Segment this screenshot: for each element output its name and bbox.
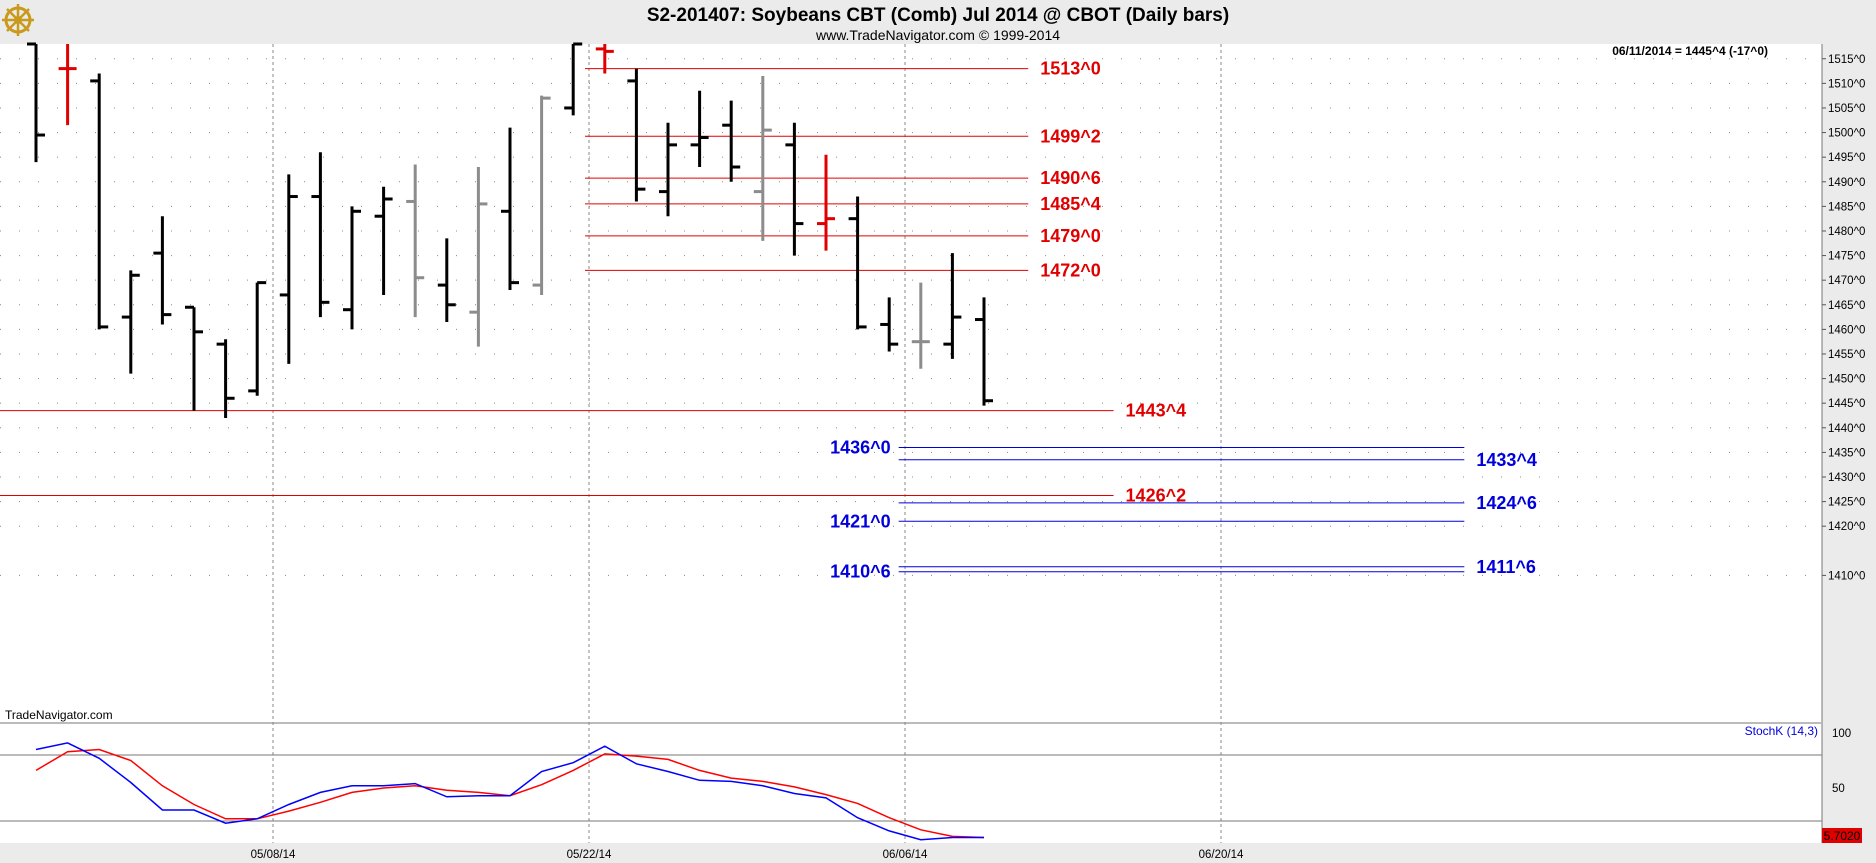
y-tick-label: 1435^0 bbox=[1828, 447, 1865, 459]
x-tick-label: 05/08/14 bbox=[251, 849, 296, 861]
ohlc-bar bbox=[185, 305, 203, 411]
y-tick-label: 1440^0 bbox=[1828, 423, 1865, 435]
projection-label: 1410^6 bbox=[830, 562, 891, 582]
y-tick-label: 1430^0 bbox=[1828, 472, 1865, 484]
y-tick-label: 1450^0 bbox=[1828, 374, 1865, 386]
projection-label: 1424^6 bbox=[1476, 493, 1537, 513]
ohlc-bar bbox=[90, 73, 109, 330]
stoch-d-line bbox=[35, 748, 985, 839]
ohlc-bars bbox=[27, 42, 993, 418]
y-tick-label: 1480^0 bbox=[1828, 226, 1865, 238]
support-label: 1443^4 bbox=[1126, 401, 1187, 421]
y-tick-label: 1500^0 bbox=[1828, 128, 1865, 140]
resistance-label: 1513^0 bbox=[1040, 59, 1101, 79]
ohlc-bar bbox=[627, 68, 646, 202]
ohlc-bar bbox=[27, 42, 45, 163]
y-tick-label: 1460^0 bbox=[1828, 324, 1865, 336]
ohlc-bar bbox=[343, 206, 361, 330]
resistance-label: 1490^6 bbox=[1040, 168, 1101, 188]
ohlc-bar bbox=[58, 44, 77, 126]
ohlc-bar bbox=[975, 297, 993, 406]
stoch-value-box bbox=[1822, 828, 1862, 843]
price-readout: 06/11/2014 = 1445^4 (-17^0) bbox=[1612, 44, 1768, 58]
x-tick-label: 05/22/14 bbox=[567, 849, 612, 861]
y-tick-label: 1410^0 bbox=[1828, 570, 1865, 582]
resistance-label: 1499^2 bbox=[1040, 126, 1101, 146]
y-tick-label: 1465^0 bbox=[1828, 300, 1865, 312]
ohlc-bar bbox=[722, 100, 741, 182]
y-tick-label: 1495^0 bbox=[1828, 152, 1865, 164]
ohlc-bar bbox=[785, 122, 804, 256]
stoch-value: 5.7020 bbox=[1824, 829, 1861, 843]
ohlc-bar bbox=[911, 282, 930, 369]
y-tick-label: 1515^0 bbox=[1828, 54, 1865, 66]
stochastic-panel bbox=[0, 742, 1822, 841]
ohlc-bar bbox=[501, 127, 519, 291]
stoch-tick-label: 100 bbox=[1832, 728, 1851, 740]
y-tick-label: 1445^0 bbox=[1828, 398, 1865, 410]
axis-ticks: 1515^0 1510^0 1505^0 1500^0 1495^0 1490^0 1485… bbox=[251, 54, 1866, 861]
support-label: 1426^2 bbox=[1126, 485, 1187, 505]
y-tick-label: 1420^0 bbox=[1828, 521, 1865, 533]
ohlc-bar bbox=[880, 297, 899, 352]
ohlc-bar bbox=[248, 281, 267, 396]
ohlc-bar bbox=[595, 44, 614, 74]
chart-title: S2-201407: Soybeans CBT (Comb) Jul 2014 … bbox=[647, 5, 1229, 26]
ohlc-bar bbox=[659, 122, 677, 217]
ohlc-bar bbox=[311, 152, 330, 318]
ohlc-bar bbox=[564, 42, 583, 116]
ohlc-bar bbox=[374, 186, 393, 295]
price-axis bbox=[1822, 44, 1876, 863]
ohlc-bar bbox=[216, 339, 235, 418]
projection-label: 1411^6 bbox=[1476, 557, 1536, 577]
stoch-k-line bbox=[35, 742, 984, 841]
y-tick-label: 1475^0 bbox=[1828, 251, 1865, 263]
ohlc-bar bbox=[817, 154, 835, 251]
stoch-label: StochK (14,3) bbox=[1745, 724, 1818, 738]
header-bar bbox=[0, 0, 1876, 44]
chart-subtitle: www.TradeNavigator.com © 1999-2014 bbox=[815, 27, 1060, 43]
y-tick-label: 1470^0 bbox=[1828, 275, 1865, 287]
y-tick-label: 1510^0 bbox=[1828, 78, 1865, 90]
y-tick-label: 1455^0 bbox=[1828, 349, 1865, 361]
ohlc-bar bbox=[532, 95, 551, 295]
x-tick-label: 06/06/14 bbox=[883, 849, 928, 861]
ohlc-bar bbox=[121, 270, 140, 374]
ohlc-bar bbox=[848, 196, 867, 330]
resistance-label: 1479^0 bbox=[1040, 226, 1101, 246]
date-axis bbox=[0, 843, 1876, 863]
ohlc-bar bbox=[279, 174, 298, 364]
projection-label: 1433^4 bbox=[1476, 450, 1537, 470]
y-tick-label: 1425^0 bbox=[1828, 497, 1865, 509]
ohlc-bar bbox=[943, 253, 962, 359]
ship-wheel-logo-icon bbox=[2, 4, 34, 36]
support-resistance-levels: 1513^0 1499^2 1490^6 1485^4 1479^0 1472^0 1443… bbox=[0, 59, 1537, 582]
projection-label: 1436^0 bbox=[830, 437, 891, 457]
ohlc-bar bbox=[406, 164, 425, 318]
x-tick-label: 06/20/14 bbox=[1199, 849, 1244, 861]
ohlc-bar bbox=[690, 90, 709, 168]
y-tick-label: 1505^0 bbox=[1828, 103, 1865, 115]
ohlc-bar bbox=[437, 238, 456, 322]
resistance-label: 1472^0 bbox=[1040, 260, 1101, 280]
y-tick-label: 1485^0 bbox=[1828, 201, 1865, 213]
y-tick-label: 1490^0 bbox=[1828, 177, 1865, 189]
ohlc-bar bbox=[469, 167, 488, 347]
projection-label: 1421^0 bbox=[830, 511, 891, 531]
stoch-tick-label: 50 bbox=[1832, 783, 1845, 795]
ohlc-bar bbox=[753, 75, 772, 241]
resistance-label: 1485^4 bbox=[1040, 194, 1101, 214]
grid bbox=[0, 44, 1822, 843]
watermark: TradeNavigator.com bbox=[5, 708, 113, 722]
ohlc-bar bbox=[153, 216, 172, 325]
